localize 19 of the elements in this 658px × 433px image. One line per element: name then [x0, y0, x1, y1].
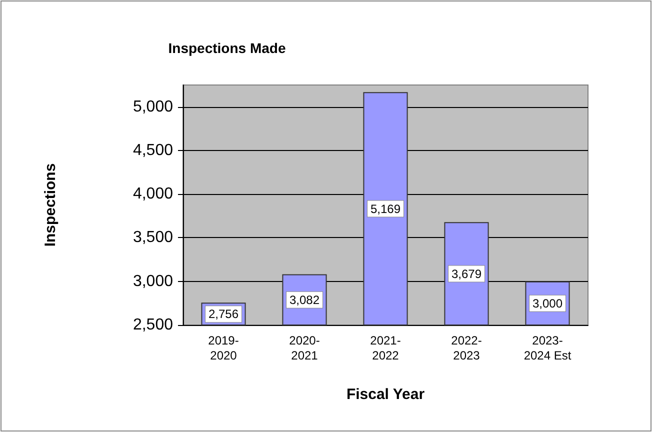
y-axis-title: Inspections [42, 163, 59, 247]
x-tick-label: 2021-2022 [370, 334, 401, 362]
data-label: 5,169 [370, 202, 401, 216]
y-tick-label: 3,500 [132, 229, 174, 246]
y-tick-label: 2,500 [132, 316, 174, 334]
x-axis-title: Fiscal Year [346, 386, 425, 403]
data-label: 2,756 [208, 307, 239, 322]
data-label: 3,679 [451, 266, 482, 281]
y-tick-label: 3,000 [132, 272, 174, 290]
x-tick-label: 2019-2020 [208, 334, 239, 362]
y-tick-label: 5,000 [132, 98, 174, 116]
y-tick-label: 4,000 [132, 186, 174, 203]
chart-title: Inspections Made [168, 40, 286, 56]
data-label: 3,000 [532, 296, 563, 310]
x-tick-label: 2020-2021 [289, 334, 320, 362]
x-tick-label: 2022-2023 [451, 334, 482, 362]
x-tick-label: 2023-2024 Est [524, 334, 572, 362]
data-label: 3,082 [289, 292, 320, 307]
y-tick-label: 4,500 [132, 142, 174, 159]
